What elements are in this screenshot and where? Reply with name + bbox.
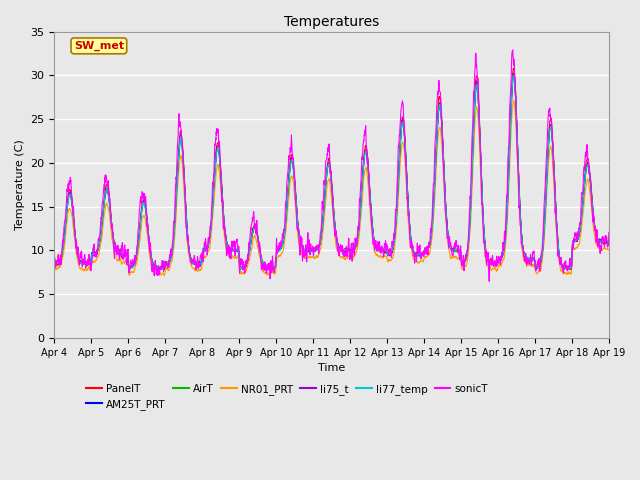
AirT [360, 162, 367, 168]
PanelT [605, 237, 612, 243]
NR01_PRT [572, 245, 580, 251]
PanelT [51, 260, 58, 265]
li77_temp [509, 73, 517, 79]
NR01_PRT [605, 247, 612, 252]
PanelT [509, 65, 517, 71]
AM25T_PRT [51, 261, 58, 267]
AM25T_PRT [605, 239, 612, 244]
PanelT [572, 238, 580, 243]
NR01_PRT [360, 173, 368, 179]
AirT [605, 239, 612, 245]
sonicT [348, 243, 355, 249]
sonicT [572, 232, 580, 238]
li75_t [360, 161, 367, 167]
li77_temp [605, 239, 612, 244]
NR01_PRT [348, 256, 356, 262]
NR01_PRT [557, 266, 564, 272]
sonicT [605, 229, 612, 235]
li77_temp [205, 240, 213, 245]
Text: SW_met: SW_met [74, 41, 124, 51]
AM25T_PRT [557, 258, 564, 264]
NR01_PRT [161, 273, 168, 278]
AM25T_PRT [572, 237, 580, 243]
li75_t [563, 266, 571, 272]
sonicT [205, 239, 213, 244]
NR01_PRT [493, 267, 500, 273]
Legend: PanelT, AM25T_PRT, AirT, NR01_PRT, li75_t, li77_temp, sonicT: PanelT, AM25T_PRT, AirT, NR01_PRT, li75_… [83, 380, 492, 414]
li75_t [493, 262, 500, 267]
AirT [493, 259, 500, 265]
PanelT [493, 260, 500, 265]
li77_temp [572, 238, 580, 244]
AirT [348, 247, 355, 252]
Title: Temperatures: Temperatures [284, 15, 380, 29]
sonicT [557, 257, 564, 263]
li75_t [348, 247, 355, 253]
Line: sonicT: sonicT [54, 50, 609, 281]
AM25T_PRT [509, 72, 517, 78]
li77_temp [557, 258, 564, 264]
NR01_PRT [205, 247, 213, 252]
li77_temp [51, 261, 58, 266]
PanelT [264, 267, 271, 273]
Line: NR01_PRT: NR01_PRT [54, 100, 609, 276]
PanelT [557, 259, 564, 264]
AirT [572, 239, 580, 244]
AM25T_PRT [205, 239, 213, 245]
Line: AM25T_PRT: AM25T_PRT [54, 75, 609, 270]
li75_t [51, 260, 58, 265]
AM25T_PRT [348, 246, 356, 252]
li75_t [605, 238, 612, 244]
sonicT [485, 278, 493, 284]
li75_t [572, 238, 580, 244]
AirT [557, 258, 564, 264]
PanelT [205, 237, 213, 243]
PanelT [360, 154, 368, 160]
li77_temp [236, 267, 244, 273]
li77_temp [348, 247, 356, 252]
sonicT [360, 137, 367, 143]
Line: AirT: AirT [54, 75, 609, 269]
sonicT [51, 252, 58, 258]
AirT [51, 260, 58, 266]
AM25T_PRT [360, 159, 368, 165]
AirT [532, 266, 540, 272]
AM25T_PRT [236, 267, 244, 273]
sonicT [493, 257, 500, 263]
Line: li75_t: li75_t [54, 73, 609, 269]
AirT [509, 72, 517, 78]
AirT [205, 238, 213, 243]
li75_t [510, 70, 518, 76]
X-axis label: Time: Time [318, 363, 345, 373]
AM25T_PRT [493, 261, 500, 267]
sonicT [509, 47, 516, 53]
li77_temp [493, 261, 500, 267]
Line: PanelT: PanelT [54, 68, 609, 270]
li75_t [556, 257, 564, 263]
PanelT [348, 247, 356, 253]
Line: li77_temp: li77_temp [54, 76, 609, 270]
li75_t [205, 239, 213, 245]
li77_temp [360, 158, 368, 164]
NR01_PRT [51, 268, 58, 274]
NR01_PRT [509, 97, 517, 103]
Y-axis label: Temperature (C): Temperature (C) [15, 139, 25, 230]
